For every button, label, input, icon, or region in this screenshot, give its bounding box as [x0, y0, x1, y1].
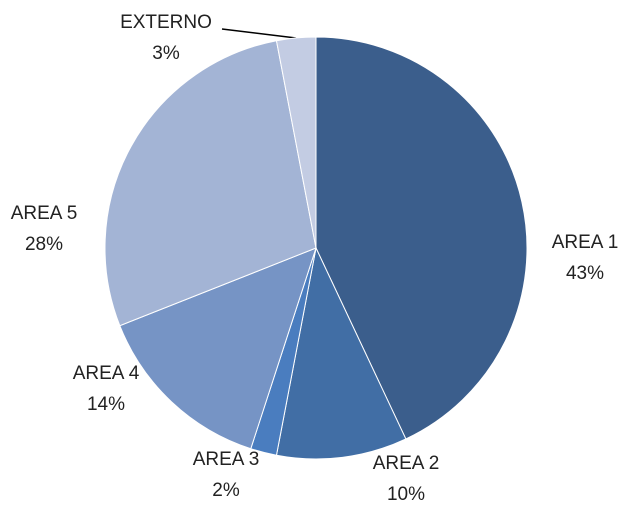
slice-label: AREA 4	[73, 363, 140, 384]
slice-value-label: 3%	[152, 43, 180, 64]
slice-value-label: 43%	[566, 263, 604, 284]
slice-label: AREA 5	[11, 203, 78, 224]
slice-label: AREA 1	[552, 232, 619, 253]
pie-slice	[119, 247, 317, 450]
leader-line	[221, 28, 297, 39]
pie-slice	[104, 40, 317, 327]
slice-value-label: 14%	[87, 394, 125, 415]
slice-value-label: 2%	[212, 480, 240, 501]
slice-label: EXTERNO	[120, 12, 212, 33]
slice-label: AREA 2	[373, 453, 440, 474]
slice-value-label: 10%	[387, 484, 425, 505]
pie-slice	[275, 36, 317, 249]
slice-label: AREA 3	[193, 449, 260, 470]
pie-slice	[275, 246, 407, 460]
pie-slice	[315, 36, 528, 440]
slice-value-label: 28%	[25, 234, 63, 255]
